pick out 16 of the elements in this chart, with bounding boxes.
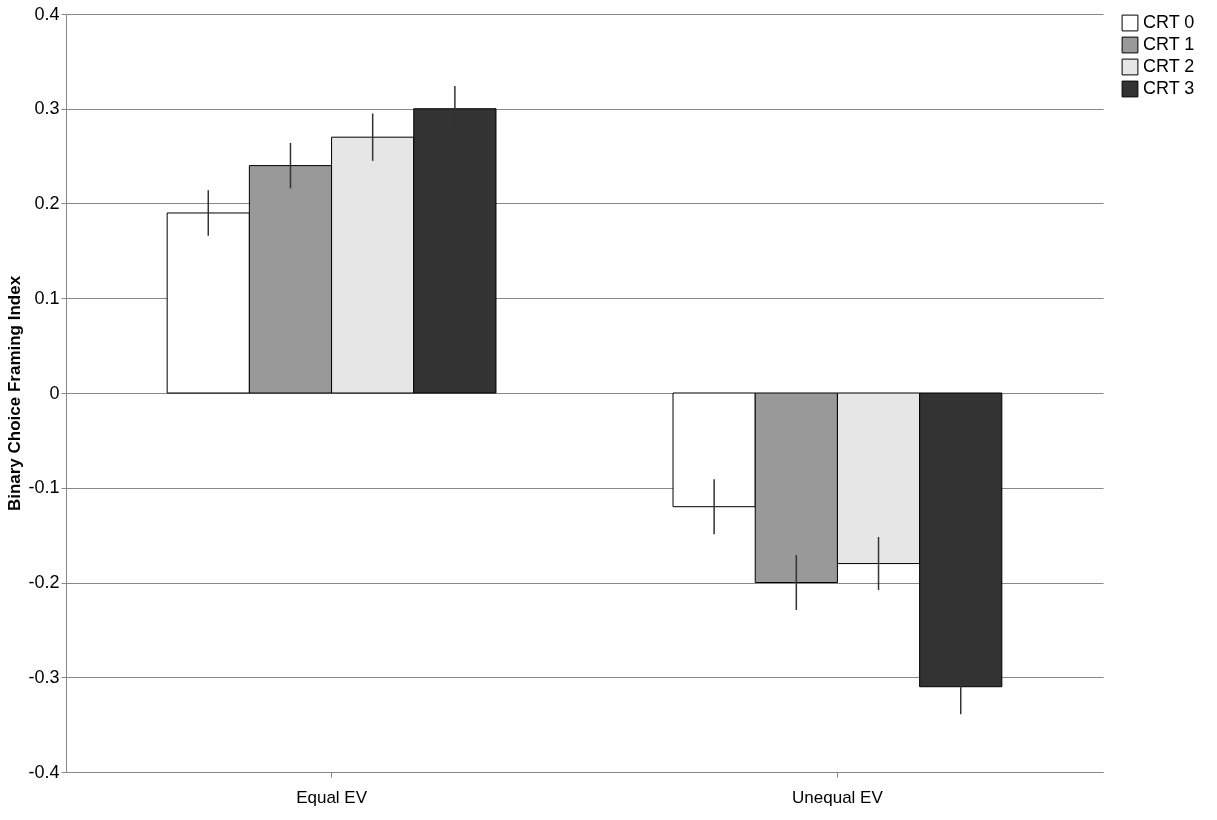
y-tick-label: 0.2 — [34, 193, 60, 213]
legend-label: CRT 1 — [1143, 34, 1195, 54]
x-tick-label: Equal EV — [296, 787, 368, 807]
y-tick-label: -0.3 — [28, 666, 60, 687]
legend-label: CRT 0 — [1143, 12, 1195, 32]
y-tick-label: -0.2 — [28, 572, 60, 592]
y-axis-title: Binary Choice Framing Index — [5, 275, 25, 512]
y-tick-label: 0.1 — [34, 287, 60, 308]
y-tick-label: 0.3 — [34, 98, 60, 119]
y-tick-label: 0.4 — [34, 3, 60, 24]
legend-label: CRT 3 — [1143, 78, 1195, 98]
x-tick-label: Unequal EV — [792, 787, 884, 807]
y-tick-label: -0.4 — [28, 761, 60, 782]
y-tick-label: -0.1 — [28, 477, 60, 498]
legend-label: CRT 2 — [1143, 56, 1195, 76]
y-tick-label: 0 — [49, 382, 60, 403]
